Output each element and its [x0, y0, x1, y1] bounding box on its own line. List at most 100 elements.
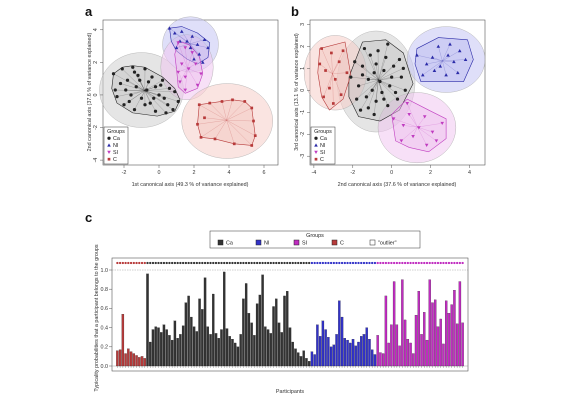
c-bar-ca-34	[239, 334, 242, 367]
b-spider-si-7	[412, 127, 418, 137]
b-point-c-9	[345, 71, 349, 75]
c-top-marker-ca-42	[261, 261, 264, 265]
c-bar-si-24	[442, 343, 445, 367]
c-bar-si-29	[455, 323, 459, 367]
a-point-c-7	[253, 134, 257, 138]
c-bar-ni-7	[329, 346, 333, 367]
a-point-si-7	[183, 75, 188, 79]
c-ytick-label: 0.2	[101, 345, 109, 351]
c-bar-c-6	[132, 353, 136, 367]
c-bar-ni-0	[310, 351, 314, 367]
b-ytick-label: 3	[300, 23, 306, 26]
b-spider-ca-0	[354, 61, 379, 81]
c-top-marker-si-5	[390, 261, 393, 265]
a-point-ca-29	[152, 96, 156, 100]
c-bar-c-1	[118, 349, 122, 367]
c-bar-si-16	[420, 334, 423, 367]
c-bar-ca-32	[234, 342, 237, 367]
c-top-marker-ca-58	[305, 261, 308, 265]
c-bar-ca-5	[160, 332, 163, 367]
c-top-marker-ni-15	[351, 261, 355, 265]
a-spider-c-0	[199, 104, 227, 121]
c-top-marker-si-30	[458, 261, 462, 265]
c-bar-c-8	[138, 357, 141, 367]
c-top-marker-ca-38	[250, 261, 253, 265]
b-point-ni-8	[455, 70, 460, 75]
b-ytick-label: -3	[300, 154, 306, 159]
c-bar-c-2	[121, 314, 125, 367]
a-spider-ca-15	[134, 90, 145, 110]
c-top-marker-ca-20	[201, 261, 204, 265]
panel-b-scatter: -4 -2 0 2 4 -3 -2 -1 0 1 2 3 2nd canonical axis (3…	[294, 19, 486, 188]
c-top-marker-ni-18	[360, 261, 363, 265]
c-bar-si-9	[401, 279, 404, 367]
a-point-ca-13	[153, 109, 158, 113]
a-point-ca-5	[143, 67, 147, 71]
c-bar-ni-1	[313, 354, 316, 367]
c-top-marker-ni-6	[327, 261, 330, 265]
a-legend-label-ni: NI	[113, 143, 118, 149]
a-point-c-1	[208, 101, 212, 105]
b-spider-c-2	[332, 61, 340, 74]
a-point-ca-2	[125, 78, 130, 82]
a-spider-ca-32	[115, 89, 145, 91]
a-spider-c-9	[226, 120, 235, 144]
b-point-ca-16	[380, 90, 384, 95]
b-spider-ca-2	[370, 55, 379, 81]
c-top-marker-si-2	[381, 261, 385, 265]
a-point-si-11	[178, 80, 182, 84]
c-top-marker-ca-29	[225, 261, 229, 265]
c-top-marker-ca-10	[173, 261, 177, 265]
a-spider-c-5	[226, 107, 252, 121]
c-bar-si-17	[423, 312, 426, 367]
c-bar-ni-18	[360, 336, 363, 367]
c-bar-si-18	[425, 339, 429, 367]
b-spider-ca-27	[378, 44, 388, 81]
panel-a-ylabel: 2nd canonical axis (37.6 % of variance e…	[87, 32, 93, 151]
panel-c-letter: c	[85, 210, 92, 225]
b-spider-si-8	[401, 127, 418, 141]
b-spider-ca-4	[378, 70, 384, 81]
b-point-ca-8	[395, 97, 400, 101]
a-spider-ca-30	[144, 90, 168, 105]
c-bar-ca-22	[206, 326, 209, 367]
a-legend-label-ca: Ca	[113, 136, 120, 142]
b-spider-si-9	[417, 127, 427, 146]
b-spider-ca-12	[358, 79, 379, 87]
c-top-marker-ca-0	[146, 261, 149, 265]
c-top-marker-ni-2	[316, 261, 319, 265]
c-top-marker-ca-49	[280, 261, 283, 265]
c-top-marker-c-3	[124, 261, 127, 265]
c-top-marker-ca-17	[192, 261, 196, 265]
c-top-marker-ca-57	[302, 261, 305, 265]
c-top-marker-ca-7	[165, 261, 168, 265]
b-point-si-8	[399, 139, 404, 143]
c-bar-ni-19	[362, 334, 366, 367]
c-top-marker-ca-53	[291, 261, 294, 265]
b-spider-c-9	[332, 72, 347, 74]
a-point-si-5	[179, 62, 184, 66]
a-spider-ni-6	[189, 39, 205, 44]
c-top-marker-si-0	[376, 261, 379, 265]
c-bar-si-7	[395, 324, 399, 367]
a-point-ca-34	[146, 80, 151, 84]
a-point-ca-23	[139, 96, 144, 100]
a-point-ca-7	[160, 78, 165, 82]
b-spider-c-8	[323, 73, 333, 97]
a-point-ni-13	[200, 60, 205, 64]
a-point-c-8	[250, 144, 254, 147]
c-bar-ca-33	[236, 346, 240, 367]
c-top-marker-c-0	[116, 261, 119, 265]
panel-b-yticks: -3 -2 -1 0 1 2 3	[300, 23, 310, 159]
c-top-marker-ca-46	[272, 261, 275, 265]
c-top-marker-si-13	[412, 261, 415, 265]
b-point-ni-10	[432, 68, 437, 72]
a-spider-ca-0	[113, 73, 145, 91]
c-top-marker-ca-48	[277, 261, 281, 265]
c-bar-si-10	[403, 319, 407, 367]
c-top-marker-si-11	[406, 261, 409, 265]
c-bar-ca-53	[291, 341, 294, 367]
c-top-marker-ca-15	[187, 261, 190, 265]
b-spider-si-5	[417, 126, 433, 133]
c-bar-ca-21	[203, 277, 207, 367]
